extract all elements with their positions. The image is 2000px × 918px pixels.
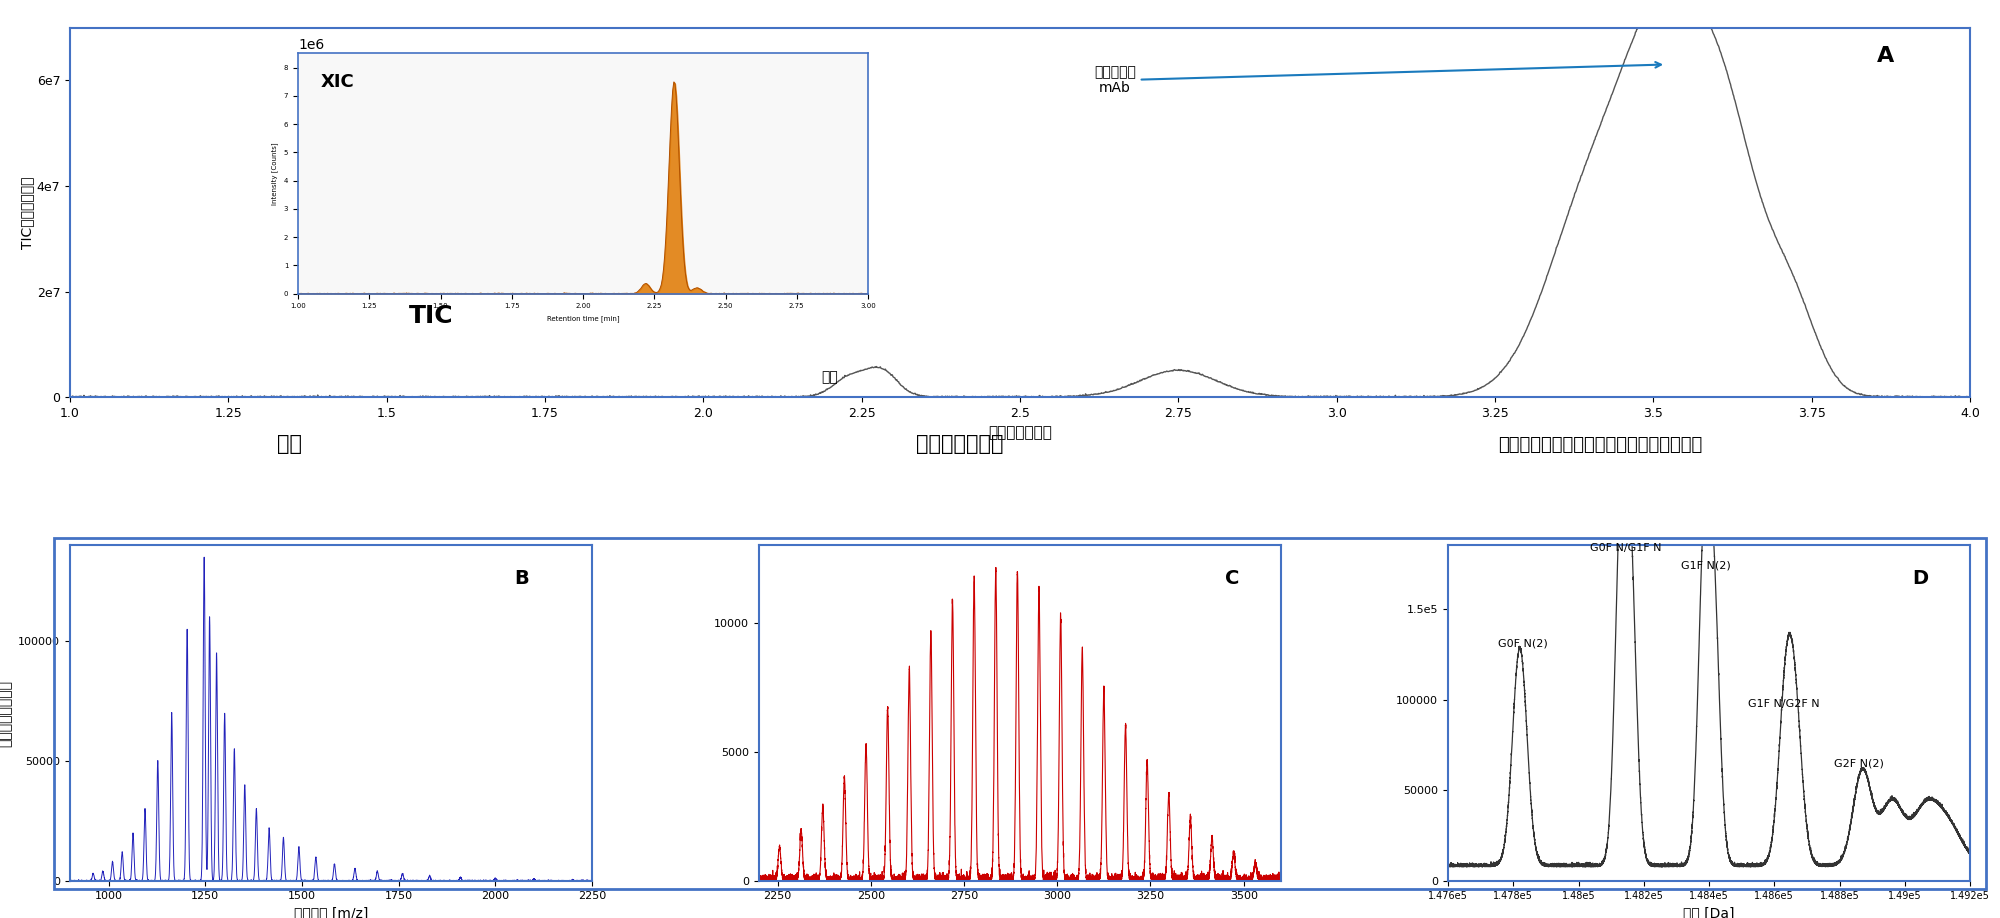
- Text: G0F N/G1F N: G0F N/G1F N: [1590, 543, 1662, 553]
- Text: 軽鎖: 軽鎖: [278, 434, 302, 454]
- Text: D: D: [1912, 569, 1928, 588]
- Text: B: B: [514, 569, 530, 588]
- Text: G2F N(2): G2F N(2): [1834, 758, 1884, 768]
- Text: G1F N/G2F N: G1F N/G2F N: [1748, 699, 1820, 709]
- X-axis label: 保持時間（分）: 保持時間（分）: [988, 425, 1052, 441]
- Y-axis label: 強度［カウント］: 強度［カウント］: [0, 680, 12, 746]
- Text: G0F N(2): G0F N(2): [1498, 639, 1548, 649]
- Text: G1F N(2): G1F N(2): [1680, 561, 1730, 571]
- Text: TIC: TIC: [408, 304, 454, 328]
- X-axis label: 実測質量 [m/z]: 実測質量 [m/z]: [294, 907, 368, 918]
- Text: デコンボリューション済みインタクト質量: デコンボリューション済みインタクト質量: [1498, 436, 1702, 454]
- Y-axis label: TIC［カウント］: TIC［カウント］: [20, 176, 34, 249]
- Text: インタクト質量: インタクト質量: [916, 434, 1004, 454]
- X-axis label: 質量 [Da]: 質量 [Da]: [1684, 907, 1734, 918]
- Text: インタクト
mAb: インタクト mAb: [1094, 62, 1660, 95]
- Text: C: C: [1224, 569, 1240, 588]
- Text: 軽鎖: 軽鎖: [822, 370, 838, 384]
- Text: A: A: [1876, 46, 1894, 66]
